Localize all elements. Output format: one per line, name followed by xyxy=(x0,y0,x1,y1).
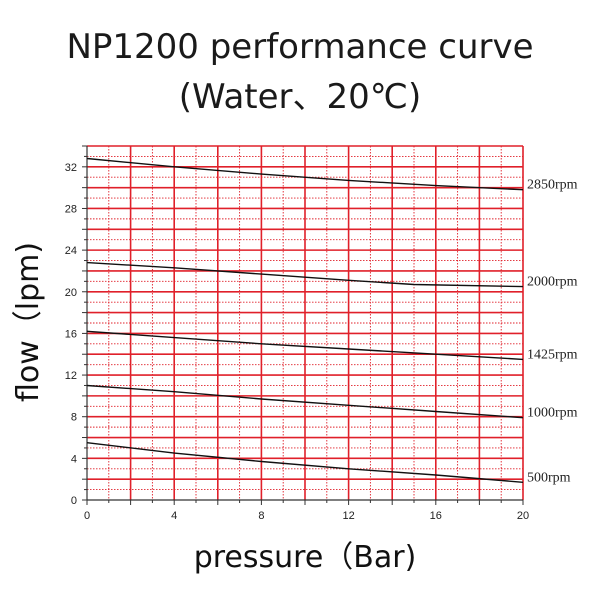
series-lines xyxy=(86,157,524,483)
chart-subtitle: (Water、20℃) xyxy=(178,77,422,117)
y-tick-label: 32 xyxy=(65,162,77,174)
tick-labels: 0 4 8 12 16 20 0 4 8 12 16 20 24 28 32 xyxy=(65,162,529,522)
series-line-2000rpm xyxy=(86,261,524,288)
series-line-500rpm xyxy=(86,442,524,483)
grid xyxy=(87,145,524,500)
series-label-2850rpm: 2850rpm xyxy=(527,178,578,193)
series-line-1000rpm xyxy=(86,384,524,419)
series-label-1000rpm: 1000rpm xyxy=(527,406,578,421)
x-tick-label: 0 xyxy=(84,510,90,522)
series-label-500rpm: 500rpm xyxy=(527,470,571,485)
series-line-1425rpm xyxy=(86,330,524,361)
y-tick-label: 28 xyxy=(65,203,77,215)
y-tick-label: 16 xyxy=(65,328,77,340)
x-tick-label: 4 xyxy=(171,510,177,522)
y-tick-label: 20 xyxy=(65,287,77,299)
y-axis-label: flow（lpm) xyxy=(11,242,46,402)
y-tick-label: 12 xyxy=(65,370,77,382)
y-tick-label: 4 xyxy=(71,453,77,465)
x-tick-label: 12 xyxy=(342,510,354,522)
series-label-1425rpm: 1425rpm xyxy=(527,347,578,362)
x-tick-label: 8 xyxy=(258,510,264,522)
series-line-2850rpm xyxy=(86,157,524,191)
x-tick-label: 16 xyxy=(430,510,442,522)
series-label-2000rpm: 2000rpm xyxy=(527,275,578,290)
x-axis-label: pressure（Bar) xyxy=(194,540,417,575)
y-tick-label: 0 xyxy=(71,495,77,507)
series-labels: 2850rpm 2000rpm 1425rpm 1000rpm 500rpm xyxy=(527,178,578,486)
chart-title: NP1200 performance curve xyxy=(66,27,534,67)
x-tick-label: 20 xyxy=(517,510,529,522)
y-tick-label: 8 xyxy=(71,412,77,424)
y-tick-label: 24 xyxy=(65,245,77,257)
axes xyxy=(82,145,524,505)
